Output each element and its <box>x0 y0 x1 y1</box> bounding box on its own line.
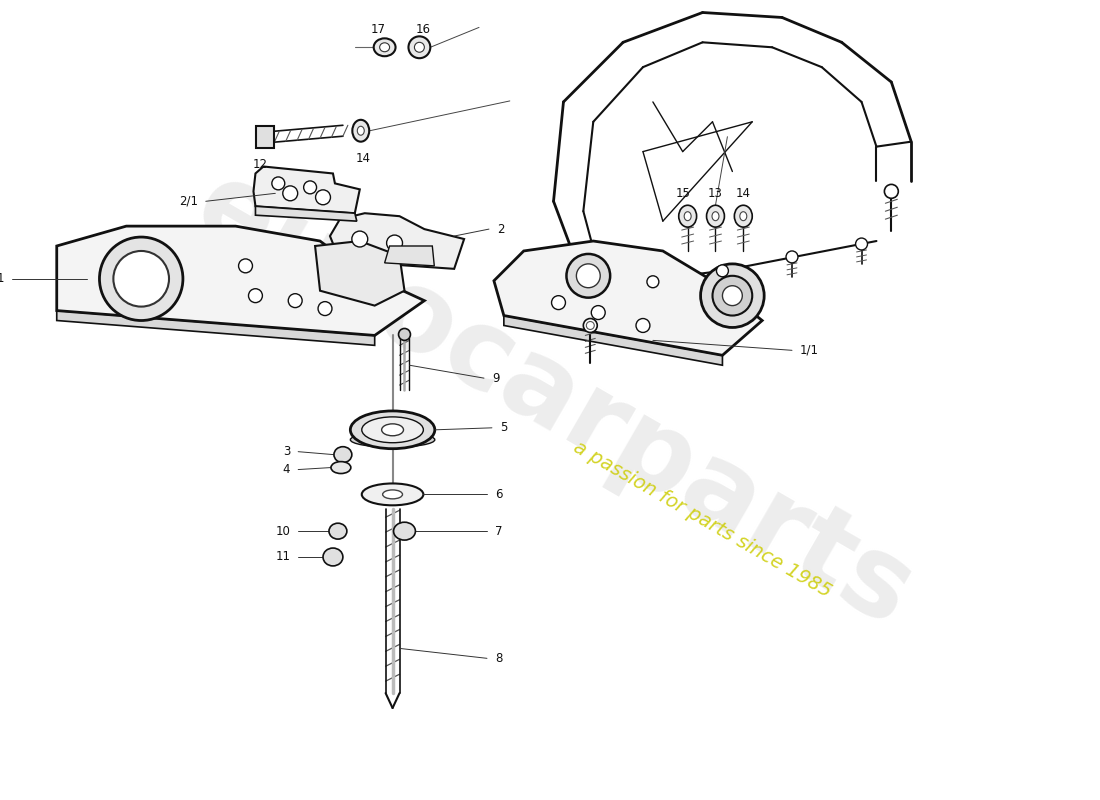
Polygon shape <box>255 206 356 221</box>
Polygon shape <box>504 315 723 366</box>
Ellipse shape <box>352 120 370 142</box>
Text: 13: 13 <box>708 187 723 200</box>
Text: 7: 7 <box>495 525 503 538</box>
Text: 14: 14 <box>736 187 751 200</box>
Text: 16: 16 <box>416 23 431 36</box>
Text: 9: 9 <box>492 372 499 385</box>
Circle shape <box>99 237 183 321</box>
Circle shape <box>304 181 317 194</box>
Polygon shape <box>494 241 762 355</box>
Ellipse shape <box>382 424 404 436</box>
Polygon shape <box>57 310 375 346</box>
Ellipse shape <box>358 126 364 135</box>
Circle shape <box>586 322 594 330</box>
Text: 6: 6 <box>495 488 503 501</box>
FancyBboxPatch shape <box>256 126 274 148</box>
Circle shape <box>583 318 597 333</box>
Ellipse shape <box>331 462 351 474</box>
Polygon shape <box>57 226 425 335</box>
Circle shape <box>701 264 764 327</box>
Text: a passion for parts since 1985: a passion for parts since 1985 <box>570 438 835 601</box>
Ellipse shape <box>383 490 403 499</box>
Circle shape <box>283 186 298 201</box>
Circle shape <box>713 276 752 315</box>
Circle shape <box>647 276 659 288</box>
Circle shape <box>398 329 410 340</box>
Circle shape <box>566 254 610 298</box>
Ellipse shape <box>334 446 352 462</box>
Circle shape <box>884 184 899 198</box>
Ellipse shape <box>679 206 696 227</box>
Ellipse shape <box>415 42 425 52</box>
Text: 12: 12 <box>253 158 268 171</box>
Text: 11: 11 <box>275 550 290 563</box>
Polygon shape <box>253 166 360 214</box>
Circle shape <box>386 235 403 251</box>
Polygon shape <box>315 241 405 306</box>
Circle shape <box>352 231 367 247</box>
Text: 1/1: 1/1 <box>800 344 818 357</box>
Circle shape <box>636 318 650 333</box>
Text: eurocarparts: eurocarparts <box>176 151 931 649</box>
Circle shape <box>551 296 565 310</box>
Text: 5: 5 <box>499 422 507 434</box>
Text: 1: 1 <box>0 272 4 286</box>
Ellipse shape <box>712 212 719 221</box>
Ellipse shape <box>323 548 343 566</box>
Circle shape <box>716 265 728 277</box>
Circle shape <box>113 251 169 306</box>
Ellipse shape <box>706 206 725 227</box>
Polygon shape <box>330 214 464 269</box>
Circle shape <box>288 294 302 307</box>
Ellipse shape <box>362 483 424 506</box>
Circle shape <box>576 264 601 288</box>
Ellipse shape <box>362 417 424 442</box>
Ellipse shape <box>329 523 346 539</box>
Text: 17: 17 <box>371 23 386 36</box>
Circle shape <box>723 286 743 306</box>
Circle shape <box>316 190 330 205</box>
Text: 10: 10 <box>275 525 290 538</box>
Text: 15: 15 <box>675 187 690 200</box>
Ellipse shape <box>350 411 434 449</box>
Circle shape <box>239 259 253 273</box>
Ellipse shape <box>408 36 430 58</box>
Circle shape <box>592 306 605 319</box>
Text: 2: 2 <box>497 222 505 236</box>
Polygon shape <box>385 246 435 266</box>
Ellipse shape <box>350 432 434 447</box>
Circle shape <box>249 289 263 302</box>
Circle shape <box>318 302 332 315</box>
Text: 4: 4 <box>283 463 290 476</box>
Ellipse shape <box>715 313 750 325</box>
Ellipse shape <box>374 38 396 56</box>
Circle shape <box>272 177 285 190</box>
Circle shape <box>856 238 868 250</box>
Circle shape <box>786 251 798 263</box>
Text: 14: 14 <box>355 152 371 165</box>
Ellipse shape <box>379 43 389 52</box>
Ellipse shape <box>394 522 416 540</box>
Text: 8: 8 <box>495 652 503 665</box>
Ellipse shape <box>735 206 752 227</box>
Text: 3: 3 <box>283 445 290 458</box>
Ellipse shape <box>684 212 691 221</box>
Ellipse shape <box>740 212 747 221</box>
Text: 2/1: 2/1 <box>179 194 198 208</box>
